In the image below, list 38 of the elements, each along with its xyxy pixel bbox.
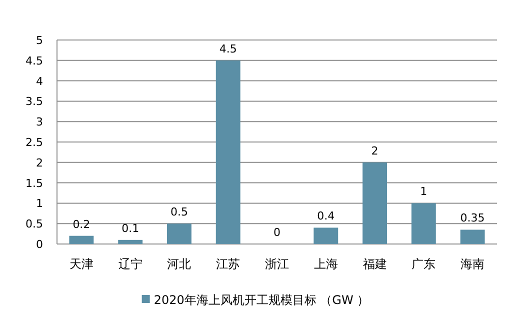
bar xyxy=(167,224,192,244)
x-tick-label: 辽宁 xyxy=(118,257,142,271)
y-tick-label: 3 xyxy=(36,116,43,129)
data-label: 1 xyxy=(420,185,428,198)
bar xyxy=(69,236,94,244)
x-tick-label: 上海 xyxy=(314,257,338,271)
data-label: 0.4 xyxy=(317,210,335,223)
x-tick-label: 福建 xyxy=(362,257,387,271)
y-tick-label: 4 xyxy=(36,74,43,88)
x-tick-label: 海南 xyxy=(460,257,485,271)
bar xyxy=(118,240,143,244)
y-tick-label: 0.5 xyxy=(26,218,43,231)
x-tick-label: 浙江 xyxy=(265,257,289,271)
bar xyxy=(411,203,436,244)
y-tick-label: 5 xyxy=(36,34,43,47)
y-tick-label: 0 xyxy=(36,238,43,251)
data-label: 0.5 xyxy=(170,206,188,219)
data-label: 0.1 xyxy=(122,222,140,235)
bar xyxy=(460,230,485,244)
data-label: 4.5 xyxy=(219,42,237,56)
data-label: 2 xyxy=(371,144,378,158)
data-label: 0.35 xyxy=(460,212,485,225)
x-tick-label: 河北 xyxy=(167,257,192,271)
data-label: 0 xyxy=(274,226,280,239)
bar xyxy=(362,162,387,244)
y-tick-label: 1.5 xyxy=(26,176,43,190)
y-tick-label: 2 xyxy=(36,156,43,170)
x-tick-label: 天津 xyxy=(69,257,94,271)
y-tick-label: 4.5 xyxy=(26,54,43,68)
y-tick-label: 1 xyxy=(36,197,43,210)
data-label: 0.2 xyxy=(72,218,90,231)
legend-label: 2020年海上风机开工规模目标 （GW ） xyxy=(154,293,370,307)
bar xyxy=(314,228,338,244)
y-tick-label: 3.5 xyxy=(26,95,43,108)
x-tick-label: 广东 xyxy=(412,257,436,271)
bar xyxy=(216,60,240,244)
y-tick-label: 2.5 xyxy=(26,136,43,149)
x-tick-label: 江苏 xyxy=(216,257,240,271)
